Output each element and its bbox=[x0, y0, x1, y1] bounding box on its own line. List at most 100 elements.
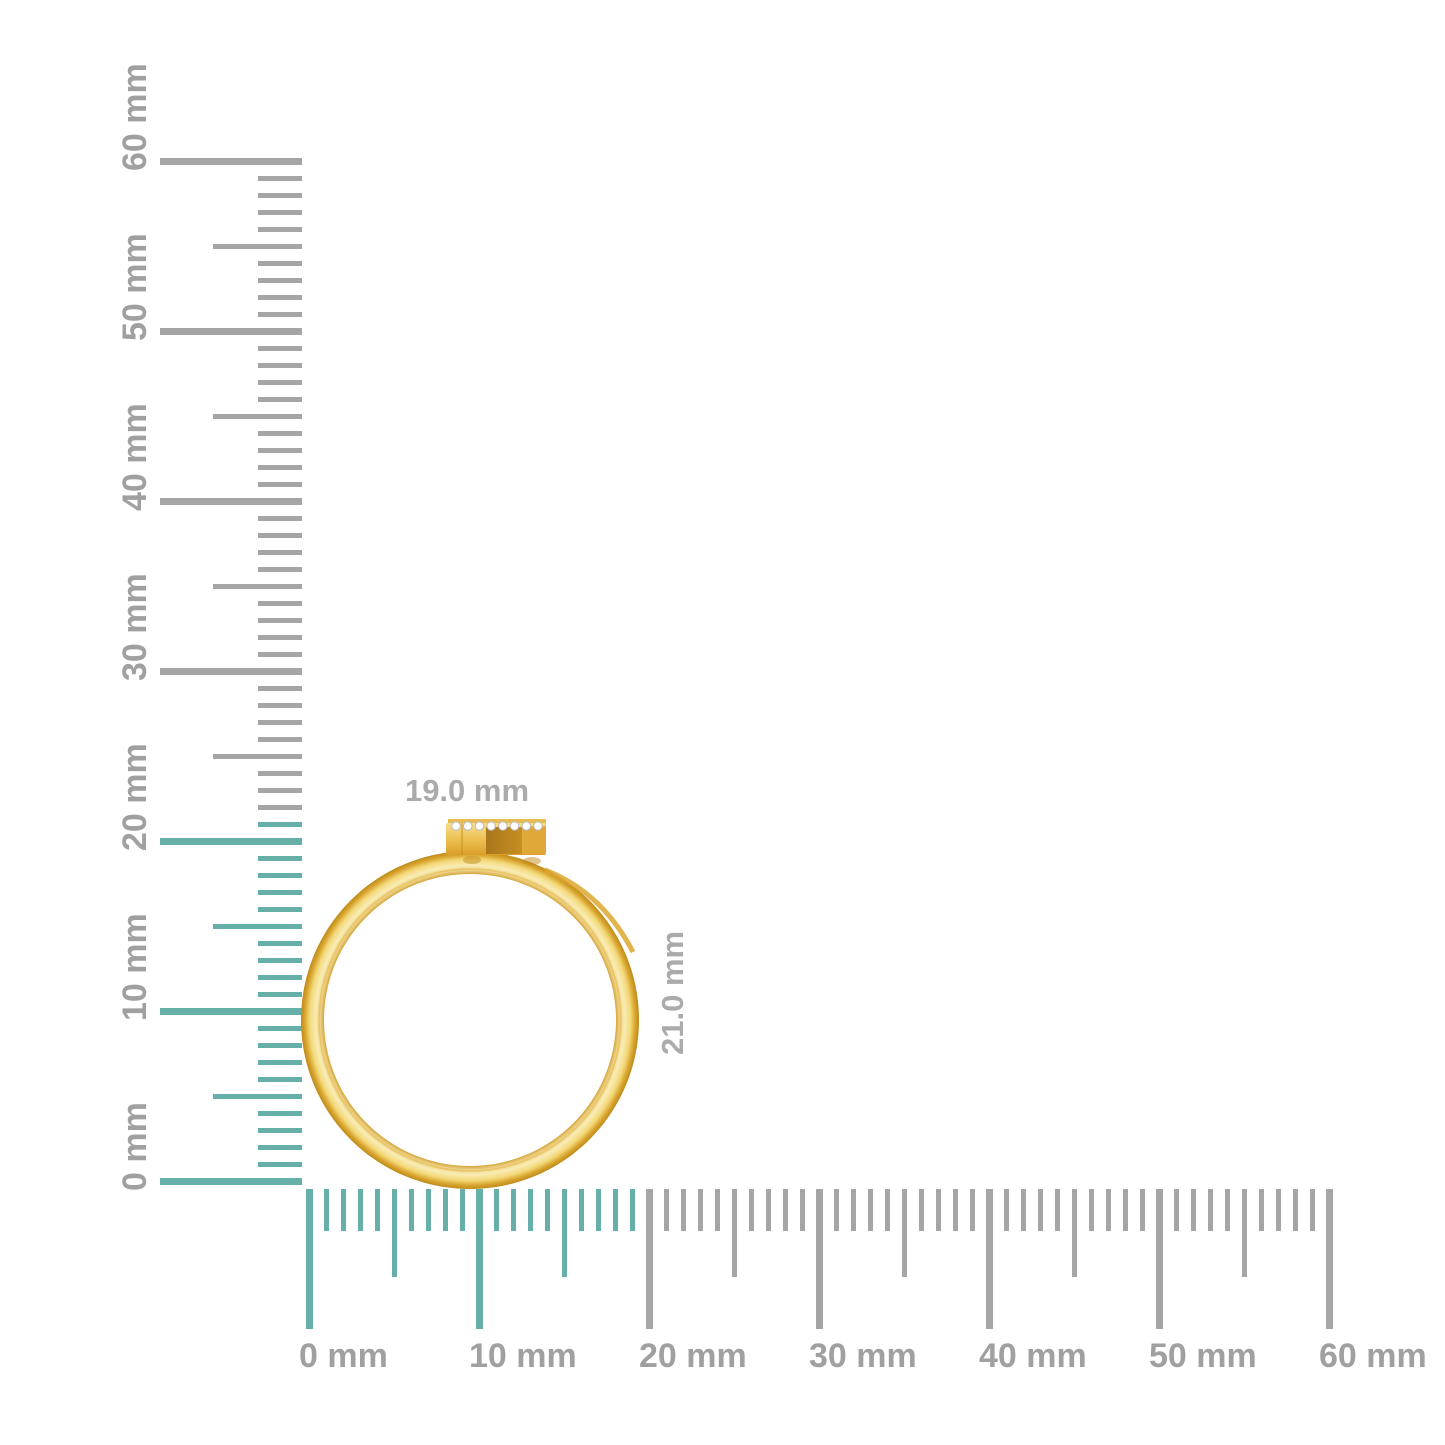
hruler-tick-58mm bbox=[1292, 1189, 1298, 1231]
vruler-tick-18mm bbox=[258, 872, 302, 878]
ring-band-seam bbox=[318, 868, 622, 1172]
vruler-tick-30mm bbox=[160, 667, 302, 675]
hruler-tick-53mm bbox=[1207, 1189, 1213, 1231]
vruler-label-50mm: 50 mm bbox=[116, 233, 154, 341]
vruler-label-10mm: 10 mm bbox=[116, 913, 154, 1021]
diamond-stone bbox=[521, 821, 532, 831]
vruler-tick-27mm bbox=[258, 719, 302, 725]
hruler-tick-10mm bbox=[475, 1189, 483, 1329]
hruler-tick-47mm bbox=[1105, 1189, 1111, 1231]
vruler-tick-45mm bbox=[213, 413, 302, 419]
vruler-tick-46mm bbox=[258, 396, 302, 402]
diamond-stone bbox=[486, 821, 496, 831]
vruler-tick-10mm bbox=[160, 1007, 302, 1015]
vruler-tick-0mm bbox=[160, 1177, 302, 1185]
hruler-tick-26mm bbox=[748, 1189, 754, 1231]
hruler-tick-32mm bbox=[850, 1189, 856, 1231]
hruler-tick-17mm bbox=[595, 1189, 601, 1231]
hruler-tick-1mm bbox=[323, 1189, 329, 1231]
vruler-label-0mm: 0 mm bbox=[116, 1102, 154, 1191]
vruler-tick-50mm bbox=[160, 327, 302, 335]
hruler-tick-12mm bbox=[510, 1189, 516, 1231]
hruler-tick-50mm bbox=[1155, 1189, 1163, 1329]
hruler-tick-23mm bbox=[697, 1189, 703, 1231]
vruler-tick-3mm bbox=[258, 1127, 302, 1133]
vruler-tick-17mm bbox=[258, 889, 302, 895]
vruler-tick-2mm bbox=[258, 1144, 302, 1150]
hruler-tick-41mm bbox=[1003, 1189, 1009, 1231]
hruler-tick-54mm bbox=[1224, 1189, 1230, 1231]
vruler-tick-55mm bbox=[213, 243, 302, 249]
diamond-row bbox=[451, 821, 543, 831]
ring-band-perspective-edge bbox=[544, 867, 636, 954]
hruler-tick-38mm bbox=[952, 1189, 958, 1231]
vruler-tick-9mm bbox=[258, 1025, 302, 1031]
vruler-tick-53mm bbox=[258, 277, 302, 283]
hruler-tick-60mm bbox=[1325, 1189, 1333, 1329]
diamond-bar-dark-face bbox=[486, 827, 522, 854]
vruler-tick-5mm bbox=[213, 1093, 302, 1099]
hruler-tick-55mm bbox=[1241, 1189, 1247, 1277]
hruler-tick-59mm bbox=[1309, 1189, 1315, 1231]
vruler-tick-57mm bbox=[258, 209, 302, 215]
vruler-tick-60mm bbox=[160, 157, 302, 165]
hruler-tick-30mm bbox=[815, 1189, 823, 1329]
vruler-tick-32mm bbox=[258, 634, 302, 640]
diamond-stone bbox=[533, 821, 543, 831]
hruler-tick-48mm bbox=[1122, 1189, 1128, 1231]
hruler-tick-20mm bbox=[645, 1189, 653, 1329]
hruler-tick-2mm bbox=[340, 1189, 346, 1231]
hruler-tick-52mm bbox=[1190, 1189, 1196, 1231]
vruler-tick-28mm bbox=[258, 702, 302, 708]
hruler-tick-6mm bbox=[408, 1189, 414, 1231]
hruler-tick-39mm bbox=[969, 1189, 975, 1231]
ring-band bbox=[301, 851, 640, 1189]
vruler-tick-52mm bbox=[258, 294, 302, 300]
vruler-tick-38mm bbox=[258, 532, 302, 538]
vruler-tick-41mm bbox=[258, 481, 302, 487]
vruler-label-40mm: 40 mm bbox=[116, 403, 154, 511]
hruler-tick-43mm bbox=[1037, 1189, 1043, 1231]
vruler-tick-25mm bbox=[213, 753, 302, 759]
vruler-tick-34mm bbox=[258, 600, 302, 606]
vruler-tick-22mm bbox=[258, 804, 302, 810]
vruler-tick-43mm bbox=[258, 447, 302, 453]
bar-joint-shadow bbox=[463, 856, 481, 864]
hruler-tick-34mm bbox=[884, 1189, 890, 1231]
vruler-label-30mm: 30 mm bbox=[116, 573, 154, 681]
hruler-tick-40mm bbox=[985, 1189, 993, 1329]
hruler-tick-9mm bbox=[459, 1189, 465, 1231]
hruler-tick-7mm bbox=[425, 1189, 431, 1231]
hruler-tick-5mm bbox=[391, 1189, 397, 1277]
hruler-label-30mm: 30 mm bbox=[809, 1337, 917, 1375]
vruler-tick-26mm bbox=[258, 736, 302, 742]
bar-joint-shadow bbox=[523, 857, 541, 865]
vruler-tick-36mm bbox=[258, 566, 302, 572]
vruler-tick-54mm bbox=[258, 260, 302, 266]
vruler-tick-56mm bbox=[258, 226, 302, 232]
ring-width-label: 19.0 mm bbox=[404, 773, 530, 808]
vruler-tick-20mm bbox=[160, 837, 302, 845]
hruler-label-20mm: 20 mm bbox=[639, 1337, 747, 1375]
hruler-tick-28mm bbox=[782, 1189, 788, 1231]
vruler-tick-42mm bbox=[258, 464, 302, 470]
hruler-tick-4mm bbox=[374, 1189, 380, 1231]
vruler-tick-14mm bbox=[258, 940, 302, 946]
vruler-tick-33mm bbox=[258, 617, 302, 623]
hruler-label-60mm: 60 mm bbox=[1319, 1337, 1427, 1375]
hruler-tick-11mm bbox=[493, 1189, 499, 1231]
hruler-tick-13mm bbox=[527, 1189, 533, 1231]
hruler-tick-44mm bbox=[1054, 1189, 1060, 1231]
vruler-tick-35mm bbox=[213, 583, 302, 589]
hruler-tick-22mm bbox=[680, 1189, 686, 1231]
vruler-tick-24mm bbox=[258, 770, 302, 776]
vruler-tick-40mm bbox=[160, 497, 302, 505]
hruler-tick-21mm bbox=[663, 1189, 669, 1231]
vruler-tick-44mm bbox=[258, 430, 302, 436]
hruler-tick-31mm bbox=[833, 1189, 839, 1231]
vruler-tick-8mm bbox=[258, 1042, 302, 1048]
hruler-tick-8mm bbox=[442, 1189, 448, 1231]
ring bbox=[301, 819, 640, 1189]
hruler-tick-35mm bbox=[901, 1189, 907, 1277]
hruler-tick-25mm bbox=[731, 1189, 737, 1277]
